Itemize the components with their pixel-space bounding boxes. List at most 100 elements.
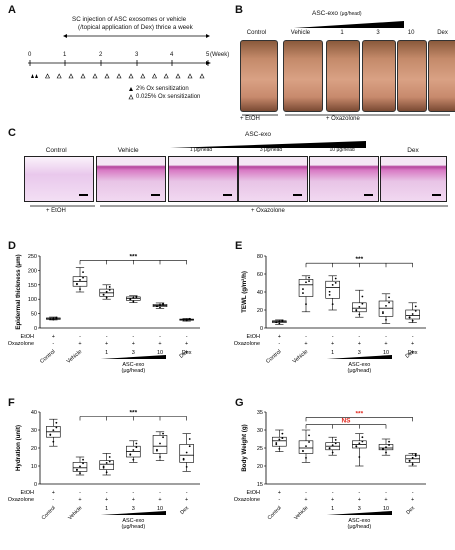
open-triangle-icon xyxy=(104,73,110,79)
open-triangle-icon xyxy=(152,73,157,79)
oxazolone-sign: + xyxy=(158,341,161,347)
oxazolone-row-label: Oxazolone xyxy=(234,341,260,347)
data-point xyxy=(331,444,334,447)
timeline-header-line1: SC injection of ASC exosomes or vehicle xyxy=(72,16,187,23)
oxazolone-sign: + xyxy=(78,497,81,503)
oxazolone-sign: - xyxy=(278,497,280,503)
significance-label: *** xyxy=(130,410,138,417)
data-point xyxy=(82,458,84,461)
photo-column-label: 1 xyxy=(340,30,344,36)
etoh-sign: - xyxy=(385,334,387,340)
oxazolone-sign: - xyxy=(52,341,54,347)
box-Dex xyxy=(179,317,194,322)
data-point xyxy=(102,465,105,468)
y-tick-label: 0 xyxy=(260,326,263,332)
box-1 xyxy=(99,453,114,476)
data-point xyxy=(275,442,278,444)
histology-column-label: Dex xyxy=(407,147,419,154)
etoh-sign: - xyxy=(186,490,188,496)
oxazolone-sign: + xyxy=(158,497,161,503)
dose-label: 1 xyxy=(331,350,334,356)
open-triangle-icon xyxy=(199,73,205,79)
group-label: Vehicle xyxy=(292,349,309,365)
data-point xyxy=(79,472,81,475)
oxazolone-sign: + xyxy=(358,497,361,503)
data-point xyxy=(308,276,310,279)
data-point xyxy=(382,448,384,451)
oxazolone-sign: + xyxy=(331,497,334,503)
timeline-tick-label: 4 xyxy=(170,52,174,58)
data-point xyxy=(82,462,84,465)
panel-letter-a: A xyxy=(8,4,16,16)
data-point xyxy=(108,286,111,288)
data-point xyxy=(52,318,55,321)
legend-open-text: 0.025% Ox sensitization xyxy=(136,94,201,100)
data-point xyxy=(334,277,337,280)
photos-footer-etoh: + EtOH xyxy=(240,116,260,122)
open-triangle-icon xyxy=(187,73,193,79)
open-triangle-icon xyxy=(80,73,86,79)
oxazolone-sign: - xyxy=(52,497,54,503)
photo-column-label: Control xyxy=(246,30,267,36)
open-triangle-icon xyxy=(175,73,181,79)
group-label: Vehicle xyxy=(67,505,83,521)
group-label: Control xyxy=(265,349,282,365)
data-point xyxy=(278,448,281,450)
scale-bar xyxy=(151,194,160,196)
mouse-photo xyxy=(283,40,323,112)
y-tick-label: 40 xyxy=(257,290,263,296)
photo-column-label: 3 xyxy=(376,30,380,36)
oxazolone-row-label: Oxazolone xyxy=(8,497,34,503)
histology-ascexo-title: ASC-exo xyxy=(245,131,272,138)
data-point xyxy=(52,440,55,443)
y-tick-label: 20 xyxy=(257,308,263,314)
etoh-sign: - xyxy=(186,334,188,340)
open-triangle-icon xyxy=(56,73,62,79)
data-point xyxy=(76,282,78,285)
box-3 xyxy=(126,440,141,463)
data-point xyxy=(411,313,414,315)
data-point xyxy=(105,296,108,299)
photos-dose-wedge xyxy=(294,21,404,28)
scale-bar xyxy=(432,194,441,196)
y-axis-label: Hydration (unit) xyxy=(15,425,22,471)
unit-label: (μg/head) xyxy=(348,368,372,374)
photos-group-lines xyxy=(242,114,450,116)
data-point xyxy=(162,432,164,435)
ascexo-label: ASC-exo xyxy=(348,518,370,524)
etoh-sign: - xyxy=(305,334,307,340)
etoh-sign: + xyxy=(52,334,55,340)
y-tick-label: 50 xyxy=(31,312,37,318)
data-point xyxy=(358,456,361,458)
ascexo-label: ASC-exo xyxy=(122,362,144,368)
y-tick-label: 15 xyxy=(257,482,263,488)
y-tick-label: 0 xyxy=(34,482,37,488)
group-label: Control xyxy=(39,349,56,365)
box-10 xyxy=(152,431,168,461)
timeline-tick-label: 0 xyxy=(28,52,32,58)
data-point xyxy=(82,276,84,279)
data-point xyxy=(328,447,331,449)
oxazolone-sign: + xyxy=(411,341,414,347)
box-Control xyxy=(272,319,287,325)
box-Control xyxy=(46,418,61,447)
box-Dex xyxy=(179,433,194,472)
box-Vehicle xyxy=(72,267,88,293)
dose-label: 3 xyxy=(132,350,135,356)
dose-label: 10 xyxy=(157,506,163,512)
data-point xyxy=(275,321,278,324)
data-point xyxy=(79,288,81,291)
histology-column-label: Vehicle xyxy=(117,147,139,154)
significance-label: *** xyxy=(356,256,364,263)
data-point xyxy=(331,284,334,286)
data-point xyxy=(185,451,188,454)
data-point xyxy=(162,302,164,305)
data-point xyxy=(79,279,81,281)
y-tick-label: 200 xyxy=(28,268,37,274)
etoh-sign: - xyxy=(79,490,81,496)
data-point xyxy=(385,446,387,449)
etoh-sign: - xyxy=(159,334,161,340)
etoh-row-label: EtOH xyxy=(247,334,260,340)
etoh-sign: + xyxy=(278,490,281,496)
